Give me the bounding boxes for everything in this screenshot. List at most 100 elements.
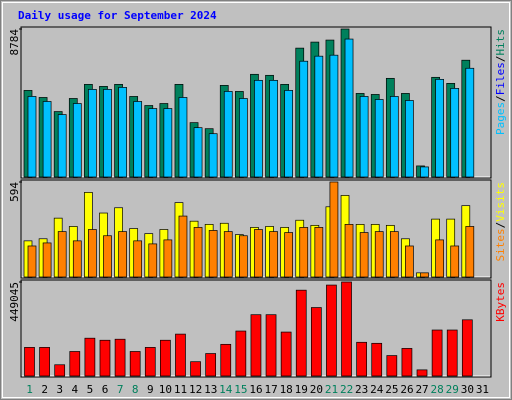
bar: [356, 341, 367, 377]
bar: [239, 235, 248, 278]
chart-title: Daily usage for September 2024: [18, 9, 217, 22]
x-tick-label: 1: [26, 383, 33, 396]
bar: [208, 133, 218, 178]
bar: [299, 227, 309, 278]
x-tick-label: 6: [102, 383, 109, 396]
legend-entry: Visits: [494, 182, 507, 222]
bar: [450, 88, 460, 178]
bar: [129, 351, 141, 377]
bar: [118, 87, 127, 178]
bar: [389, 96, 399, 178]
bar: [359, 96, 369, 178]
bar: [431, 329, 443, 377]
bar: [310, 307, 322, 377]
bar: [344, 224, 354, 278]
bar: [284, 90, 293, 178]
legend-entry: Sites: [494, 228, 507, 261]
x-tick-label: 19: [295, 383, 308, 396]
bar: [99, 339, 111, 377]
bar: [220, 343, 232, 377]
bar: [371, 342, 383, 377]
bar: [435, 239, 444, 278]
legend-entry: Files: [494, 62, 507, 95]
legend-entry: Pages: [494, 102, 507, 135]
x-tick-label: 23: [355, 383, 368, 396]
bar: [446, 329, 458, 377]
bar: [160, 339, 171, 377]
y-tick-label: 8784: [8, 29, 21, 56]
x-tick-label: 9: [147, 383, 154, 396]
x-tick-label: 22: [340, 383, 353, 396]
bar: [178, 97, 188, 178]
bar: [72, 103, 82, 178]
bar: [39, 347, 50, 377]
bar: [133, 240, 143, 278]
bar: [329, 54, 339, 178]
x-tick-label: 15: [234, 383, 247, 396]
legend: Sites/Visits: [494, 182, 507, 262]
bar: [435, 78, 444, 178]
bar: [416, 369, 428, 377]
x-tick-label: 18: [280, 383, 293, 396]
bar: [254, 229, 263, 278]
bar: [359, 232, 369, 278]
y-tick-label: 449045: [8, 282, 21, 322]
legend-entry: KBytes: [494, 282, 507, 322]
bar: [27, 245, 37, 278]
x-tick-label: 16: [249, 383, 262, 396]
bar: [254, 79, 263, 178]
bar: [223, 91, 233, 178]
x-tick-label: 5: [87, 383, 94, 396]
bar: [450, 245, 460, 278]
bar: [148, 243, 158, 278]
legend-entry: Hits: [494, 29, 507, 56]
bar: [329, 181, 339, 278]
x-tick-label: 28: [431, 383, 444, 396]
x-tick-label: 14: [219, 383, 233, 396]
bar: [341, 281, 352, 377]
x-tick-label: 12: [189, 383, 202, 396]
x-tick-label: 27: [415, 383, 428, 396]
bar: [269, 79, 278, 178]
x-tick-label: 2: [41, 383, 48, 396]
bar: [374, 231, 384, 278]
bar: [193, 127, 203, 178]
bar: [163, 108, 173, 178]
x-tick-label: 31: [476, 383, 489, 396]
bar: [374, 99, 384, 178]
bar: [133, 101, 143, 178]
bar: [193, 227, 203, 278]
bar: [114, 338, 126, 377]
bar: [148, 108, 158, 178]
bar: [461, 319, 473, 377]
bar: [235, 330, 247, 377]
bar: [42, 242, 52, 278]
bar: [299, 60, 309, 178]
x-tick-label: 13: [204, 383, 217, 396]
bar: [57, 231, 67, 278]
x-tick-label: 30: [461, 383, 474, 396]
bar: [420, 166, 429, 178]
x-tick-label: 29: [446, 383, 459, 396]
bar: [465, 226, 475, 278]
bar: [103, 235, 112, 278]
x-tick-label: 24: [370, 383, 384, 396]
bar: [269, 231, 278, 278]
bar: [295, 289, 307, 377]
x-tick-label: 10: [159, 383, 172, 396]
bar: [178, 215, 188, 278]
bar: [57, 114, 67, 178]
bar: [326, 284, 337, 377]
bar: [284, 232, 293, 278]
legend-separator: /: [494, 56, 507, 63]
legend-separator: /: [494, 222, 507, 229]
bar: [42, 101, 52, 178]
bar: [386, 355, 398, 377]
bar: [401, 348, 413, 377]
x-tick-label: 4: [72, 383, 79, 396]
bar: [54, 364, 66, 377]
bar: [69, 351, 81, 377]
